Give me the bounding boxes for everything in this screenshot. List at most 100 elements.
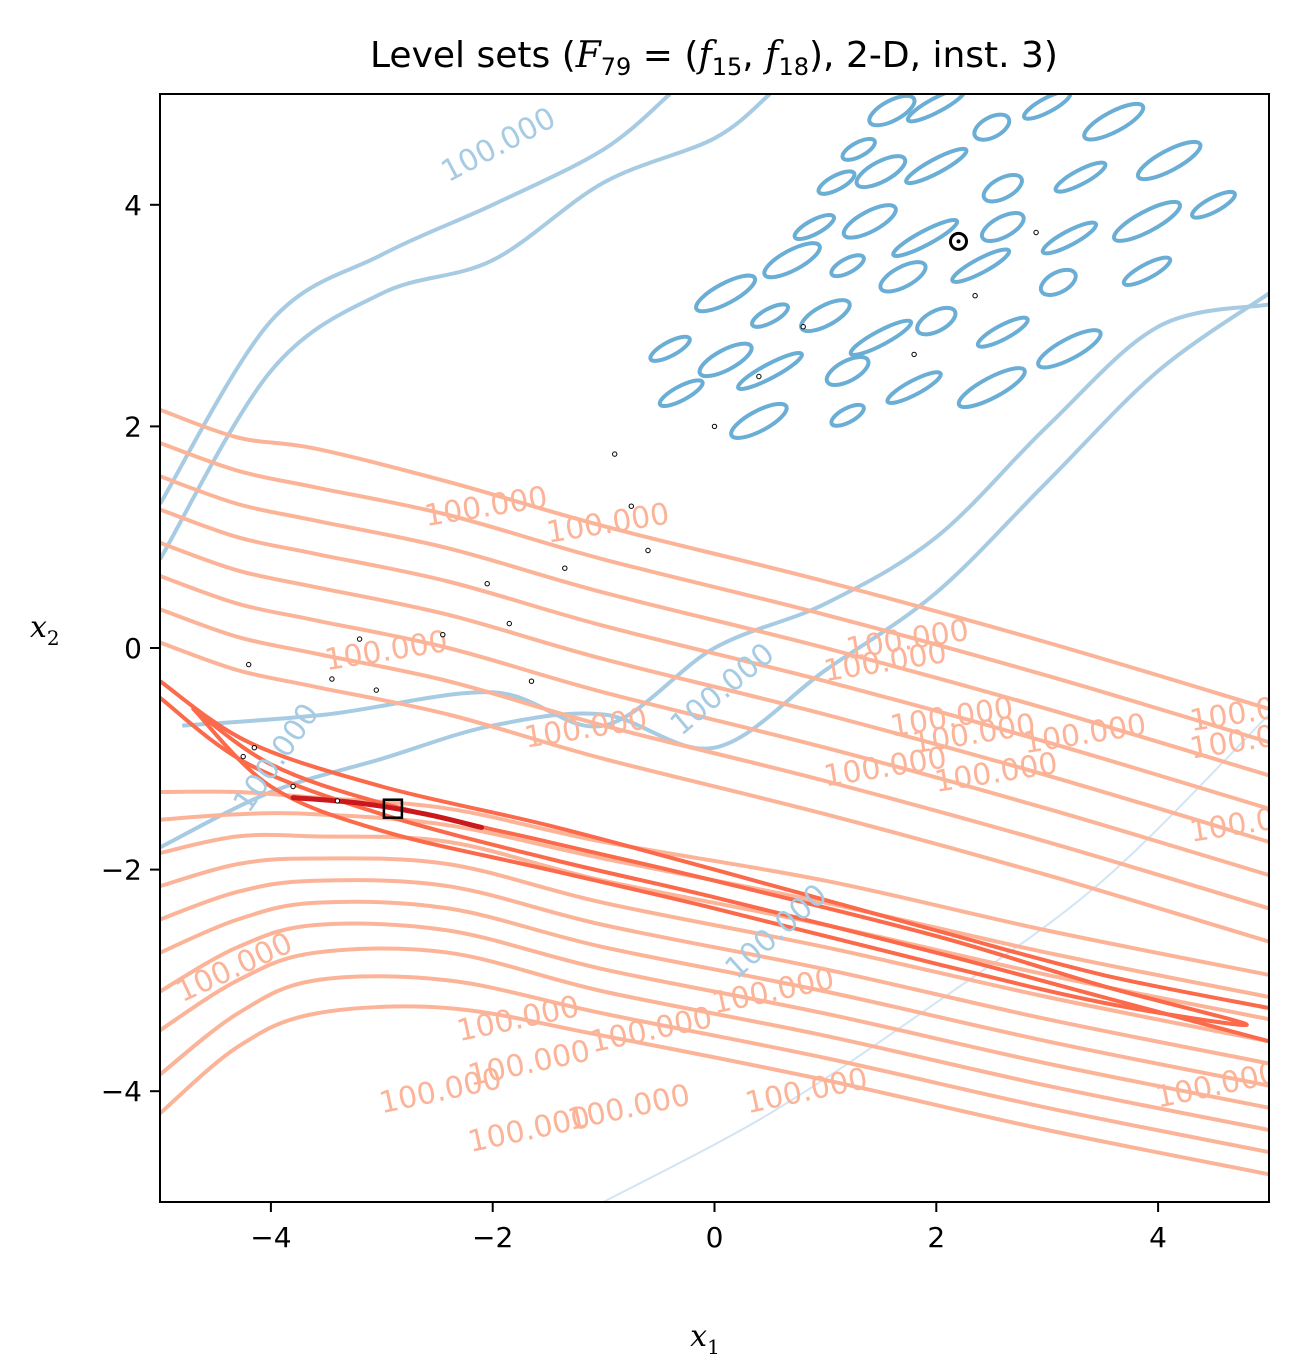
blue-blob-33 bbox=[697, 341, 754, 379]
y-axis-label-main: x bbox=[30, 610, 47, 645]
chart-title: Level sets (F79 = (f15, f18), 2-D, inst.… bbox=[370, 35, 1058, 81]
x-axis-label-main: x bbox=[690, 1319, 707, 1354]
sample-point-7 bbox=[440, 632, 446, 638]
title-eq: = ( bbox=[631, 35, 698, 76]
red-contour-lines bbox=[160, 407, 1269, 1177]
blue-blob-31 bbox=[1036, 328, 1103, 370]
sample-point-13 bbox=[251, 745, 258, 751]
blue-blob-20 bbox=[829, 253, 866, 279]
blue-contour-lines bbox=[160, 94, 1269, 1202]
x-tick-label-2: 0 bbox=[706, 1221, 724, 1254]
blue-blob-3 bbox=[972, 112, 1012, 142]
blue-blob-26 bbox=[750, 302, 790, 329]
blue-blob-36 bbox=[885, 370, 943, 405]
sample-point-6 bbox=[528, 678, 535, 684]
blue-blob-11 bbox=[1135, 139, 1203, 182]
blue-blob-13 bbox=[841, 203, 898, 240]
blue-blob-24 bbox=[1121, 255, 1173, 287]
sample-point-2 bbox=[645, 547, 651, 554]
x-axis-ticks: −4 −2 0 2 4 bbox=[250, 1202, 1167, 1254]
y-tick-label-1: −2 bbox=[101, 854, 142, 887]
red-contour-line-3 bbox=[160, 921, 1269, 1110]
blue-contour-line-2 bbox=[160, 291, 1269, 850]
x-axis-label: x1 bbox=[690, 1319, 720, 1359]
red-contour-line-17 bbox=[160, 640, 1269, 944]
blue-blob-18 bbox=[1190, 189, 1237, 220]
sample-point-3 bbox=[562, 565, 568, 571]
red-contour-line-18 bbox=[160, 679, 1269, 1011]
sample-point-15 bbox=[334, 798, 341, 804]
blue-blob-1 bbox=[867, 94, 917, 128]
red-contour-line-2 bbox=[160, 946, 1269, 1132]
blue-blob-39 bbox=[729, 401, 789, 440]
blue-contour-blobs bbox=[648, 94, 1237, 440]
optimum-circle-center bbox=[956, 239, 961, 244]
blue-contour-line-4 bbox=[603, 713, 1269, 1202]
blue-blob-15 bbox=[979, 211, 1026, 243]
blue-blob-10 bbox=[1053, 160, 1108, 194]
sample-point-5 bbox=[506, 620, 512, 627]
sample-point-16 bbox=[711, 423, 718, 430]
title-f2-sub: 18 bbox=[778, 53, 809, 81]
blue-blob-22 bbox=[950, 247, 1012, 284]
sample-point-10 bbox=[373, 687, 379, 693]
blue-contour-line-1 bbox=[160, 94, 672, 506]
y-tick-label-4: 4 bbox=[124, 189, 142, 222]
red-contour-line-11 bbox=[160, 441, 1269, 745]
red-contour-line-16 bbox=[160, 607, 1269, 911]
sample-point-0 bbox=[612, 451, 618, 457]
blue-blob-14 bbox=[891, 218, 960, 258]
x-tick-label-0: −4 bbox=[250, 1221, 291, 1254]
blue-blob-30 bbox=[975, 315, 1030, 349]
sample-point-21 bbox=[1033, 229, 1039, 236]
blue-blob-35 bbox=[824, 355, 871, 387]
y-axis-label: x2 bbox=[30, 610, 60, 650]
optimum-circle-marker bbox=[949, 231, 968, 251]
red-contour-line-13 bbox=[160, 507, 1269, 811]
title-F: F bbox=[575, 35, 603, 76]
blue-blob-37 bbox=[956, 366, 1027, 410]
blue-blob-2 bbox=[905, 94, 967, 124]
red-contour-line-6 bbox=[160, 856, 1269, 1044]
blue-blob-12 bbox=[792, 212, 837, 242]
sample-point-14 bbox=[290, 783, 296, 790]
sample-points bbox=[240, 229, 1039, 804]
blue-blob-7 bbox=[854, 154, 908, 190]
red-contour-line-15 bbox=[160, 574, 1269, 878]
blue-blob-21 bbox=[878, 260, 928, 294]
x-tick-label-4: 4 bbox=[1149, 1221, 1167, 1254]
blue-blob-34 bbox=[736, 351, 804, 391]
red-contour-line-14 bbox=[160, 540, 1269, 844]
title-suffix: ), 2-D, inst. 3) bbox=[809, 35, 1058, 76]
red-contour-line-19 bbox=[160, 695, 1269, 1044]
red-contour-line-8 bbox=[160, 811, 1269, 999]
sample-point-9 bbox=[329, 676, 335, 682]
sample-point-12 bbox=[240, 753, 246, 760]
red-contour-line-12 bbox=[160, 474, 1269, 778]
sample-point-20 bbox=[972, 293, 978, 299]
markers bbox=[382, 231, 968, 819]
sample-point-19 bbox=[911, 351, 917, 358]
sample-point-8 bbox=[356, 636, 363, 642]
blue-blob-0 bbox=[840, 136, 877, 162]
x-tick-label-3: 2 bbox=[927, 1221, 945, 1254]
y-tick-label-3: 2 bbox=[124, 410, 142, 443]
blue-blob-25 bbox=[694, 273, 758, 314]
sample-point-4 bbox=[484, 581, 490, 587]
blue-blob-6 bbox=[816, 169, 857, 196]
optimum-square-marker bbox=[382, 798, 404, 819]
blue-blob-8 bbox=[904, 146, 969, 186]
sample-point-18 bbox=[800, 324, 806, 330]
x-tick-label-1: −2 bbox=[472, 1221, 513, 1254]
sample-point-1 bbox=[628, 503, 634, 509]
red-contour-line-5 bbox=[160, 878, 1269, 1066]
blue-blob-32 bbox=[648, 334, 692, 363]
red-contour-line-20 bbox=[191, 706, 1249, 1028]
blue-blob-4 bbox=[1022, 94, 1073, 121]
title-comma: , bbox=[742, 35, 765, 76]
blue-blob-19 bbox=[762, 241, 822, 280]
x-axis-label-sub: 1 bbox=[707, 1335, 720, 1359]
blue-blob-9 bbox=[981, 172, 1024, 204]
